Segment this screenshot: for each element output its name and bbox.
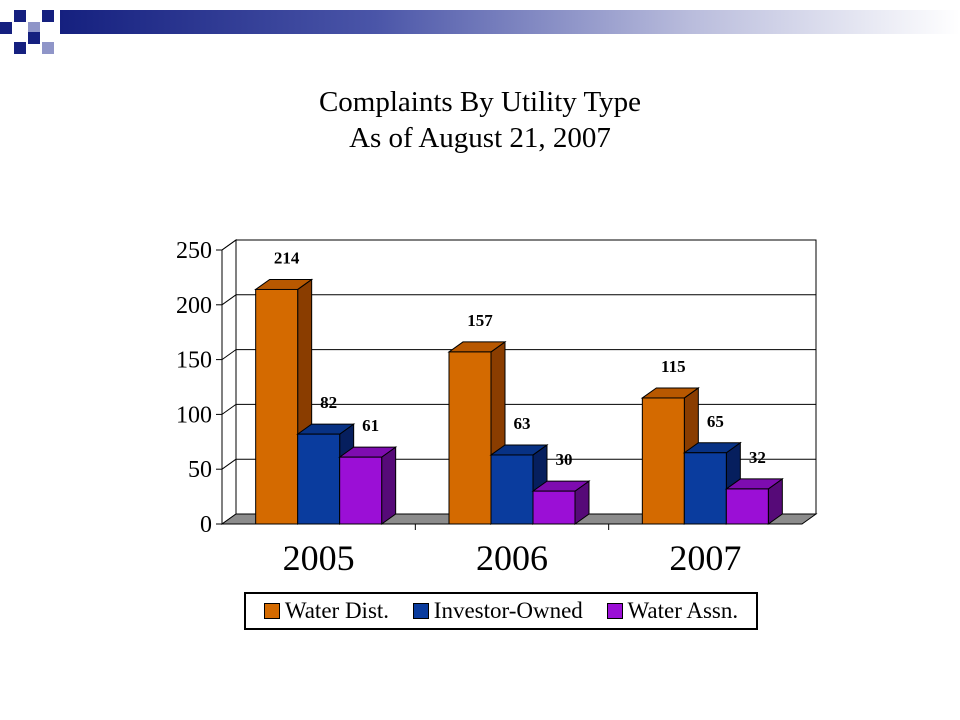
data-label: 30 (556, 450, 573, 469)
y-tick-label: 200 (176, 293, 212, 319)
gridline-side (221, 239, 237, 251)
deco-square (0, 22, 12, 34)
gridline-side (221, 349, 237, 361)
legend-swatch (606, 603, 623, 619)
bar (255, 288, 299, 525)
data-label: 63 (514, 414, 531, 433)
deco-square (28, 32, 40, 44)
bar (297, 433, 341, 525)
legend-item-water-assn: Water Assn. (606, 598, 739, 624)
data-label: 157 (467, 311, 493, 330)
plot-side-wall (221, 239, 237, 525)
deco-square (14, 42, 26, 54)
bar (683, 452, 727, 525)
bar (725, 488, 769, 525)
data-label: 115 (661, 357, 686, 376)
bar (448, 351, 492, 525)
gridline-side (221, 458, 237, 470)
deco-square (14, 10, 26, 22)
deco-square (28, 22, 40, 34)
x-tick-label: 2005 (283, 538, 355, 578)
gridline-side (221, 403, 237, 415)
header-gradient-band (60, 10, 960, 34)
gridline-side (221, 294, 237, 306)
data-label: 65 (707, 412, 724, 431)
y-tick-label: 0 (200, 512, 212, 538)
legend-label: Water Dist. (284, 598, 390, 623)
bar (532, 490, 576, 525)
legend-label: Water Assn. (627, 598, 739, 623)
legend-item-water-dist: Water Dist. (263, 598, 390, 624)
bar (490, 454, 534, 525)
data-label: 214 (274, 248, 300, 267)
chart-title: Complaints By Utility Type (318, 86, 642, 118)
y-tick-label: 150 (176, 348, 212, 374)
chart-subtitle: As of August 21, 2007 (349, 122, 611, 154)
data-label: 82 (320, 393, 337, 412)
chart-legend: Water Dist. Investor-Owned Water Assn. (244, 592, 758, 630)
legend-swatch (412, 603, 429, 619)
bar-side (381, 446, 397, 525)
bar (339, 456, 383, 525)
deco-square (42, 10, 54, 22)
y-tick-label: 250 (176, 238, 212, 264)
legend-item-investor-owned: Investor-Owned (412, 598, 583, 624)
y-tick-label: 50 (188, 457, 212, 483)
data-label: 32 (749, 448, 766, 467)
chart-title-block: Complaints By Utility Type As of August … (0, 84, 960, 156)
x-tick-label: 2007 (669, 538, 741, 578)
y-tick-label: 100 (176, 402, 212, 428)
legend-swatch (263, 603, 280, 619)
bar (641, 397, 685, 525)
deco-square (42, 42, 54, 54)
data-label: 61 (362, 416, 379, 435)
x-tick-label: 2006 (476, 538, 548, 578)
legend-label: Investor-Owned (433, 598, 583, 623)
